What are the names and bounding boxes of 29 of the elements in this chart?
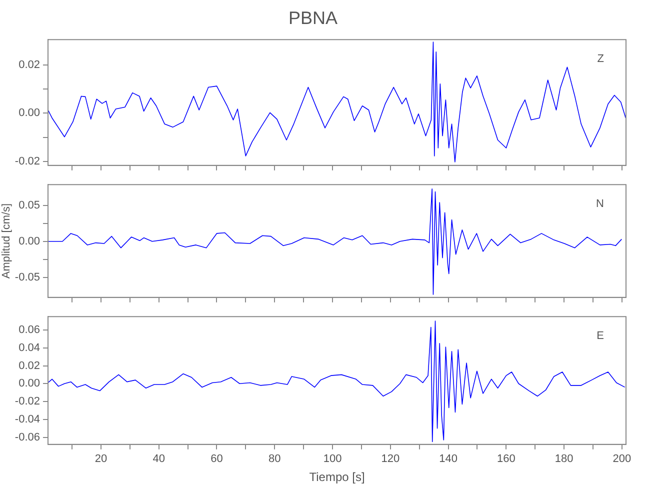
- x-tick-label: 20: [94, 453, 108, 466]
- y-tick-label: -0.05: [14, 271, 40, 284]
- y-tick-label: 0.06: [18, 324, 40, 336]
- x-tick-label: 60: [210, 453, 223, 466]
- x-axis-title: Tiempo [s]: [309, 470, 365, 484]
- y-tick-label: 0.02: [18, 58, 40, 71]
- x-tick-label: 160: [496, 453, 516, 466]
- x-tick-label: 180: [554, 453, 574, 466]
- x-tick-label: 40: [152, 453, 165, 466]
- y-tick-label: 0.04: [18, 342, 40, 354]
- x-tick-label: 120: [381, 453, 400, 466]
- annotation: E: [596, 330, 604, 342]
- y-tick-label: 0.05: [18, 199, 40, 212]
- annotation: N: [596, 198, 604, 210]
- y-tick-label: 0.00: [18, 107, 40, 120]
- x-tick-label: 200: [612, 453, 632, 466]
- y-tick-label: -0.06: [14, 431, 40, 444]
- y-axis-title: Amplitud [cm/s]: [0, 203, 13, 279]
- annotation: Z: [597, 53, 604, 66]
- y-tick-label: 0.00: [18, 235, 40, 248]
- x-tick-label: 140: [439, 453, 458, 466]
- y-tick-label: -0.04: [14, 413, 40, 426]
- y-tick-label: 0.02: [18, 360, 40, 372]
- y-tick-label: -0.02: [14, 156, 40, 168]
- y-tick-label: 0.00: [18, 378, 40, 390]
- x-tick-label: 100: [323, 453, 342, 466]
- chart-title: PBNA: [288, 8, 338, 28]
- y-tick-label: -0.02: [14, 396, 40, 408]
- x-tick-label: 80: [268, 453, 281, 466]
